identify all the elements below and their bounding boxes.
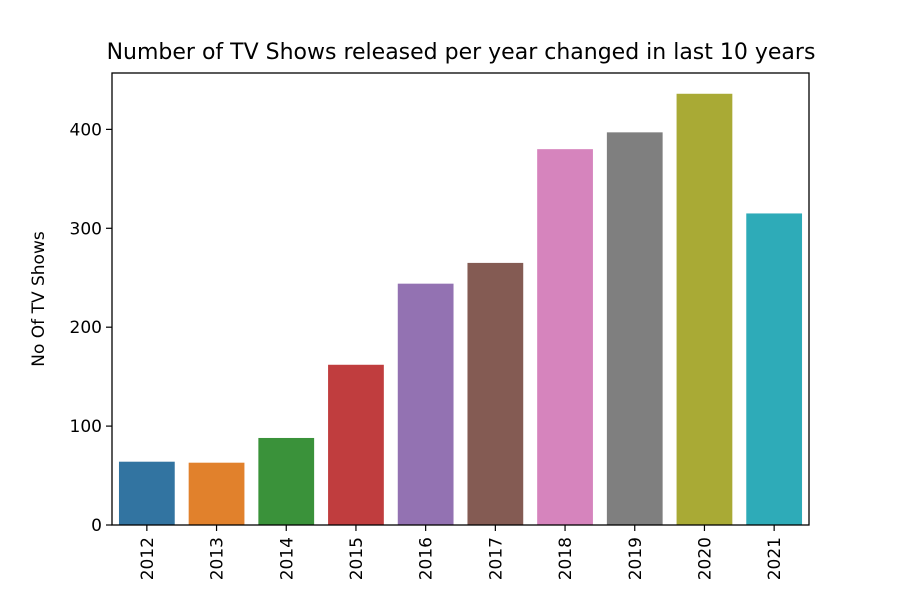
x-tick-label: 2020 bbox=[695, 537, 715, 580]
bar-2014 bbox=[258, 437, 315, 525]
x-tick-label: 2016 bbox=[417, 537, 437, 580]
x-tick-label: 2015 bbox=[347, 537, 367, 580]
y-axis-label: No Of TV Shows bbox=[29, 231, 49, 367]
y-tick-label: 400 bbox=[70, 120, 102, 140]
y-tick-label: 300 bbox=[70, 219, 102, 239]
x-tick-label: 2017 bbox=[486, 537, 506, 580]
x-tick-label: 2018 bbox=[556, 537, 576, 580]
bar-2015 bbox=[328, 364, 384, 525]
bar-2019 bbox=[606, 132, 663, 525]
y-tick-label: 0 bbox=[91, 516, 102, 536]
y-tick-label: 200 bbox=[70, 318, 102, 338]
bar-2016 bbox=[397, 283, 454, 525]
bar-2020 bbox=[676, 93, 733, 526]
bars-group bbox=[118, 93, 803, 526]
bar-2018 bbox=[537, 149, 593, 526]
bar-2021 bbox=[746, 213, 803, 525]
x-ticks-group: 2012 2013 2014 2015 2016 2017 2018 2019 2020 2021 bbox=[138, 525, 785, 580]
bar-2017 bbox=[467, 262, 524, 525]
bar-2012 bbox=[118, 461, 175, 525]
x-tick-label: 2012 bbox=[138, 537, 158, 580]
y-ticks-group: 0 100 200 300 400 bbox=[70, 120, 112, 536]
x-tick-label: 2014 bbox=[277, 537, 297, 580]
plot-area-frame bbox=[111, 72, 810, 526]
y-tick-label: 100 bbox=[70, 417, 102, 437]
bar-2013 bbox=[188, 462, 245, 525]
x-tick-label: 2019 bbox=[626, 537, 646, 580]
x-tick-label: 2021 bbox=[765, 537, 785, 580]
x-tick-label: 2013 bbox=[208, 537, 228, 580]
chart-title: Number of TV Shows released per year cha… bbox=[107, 40, 816, 65]
